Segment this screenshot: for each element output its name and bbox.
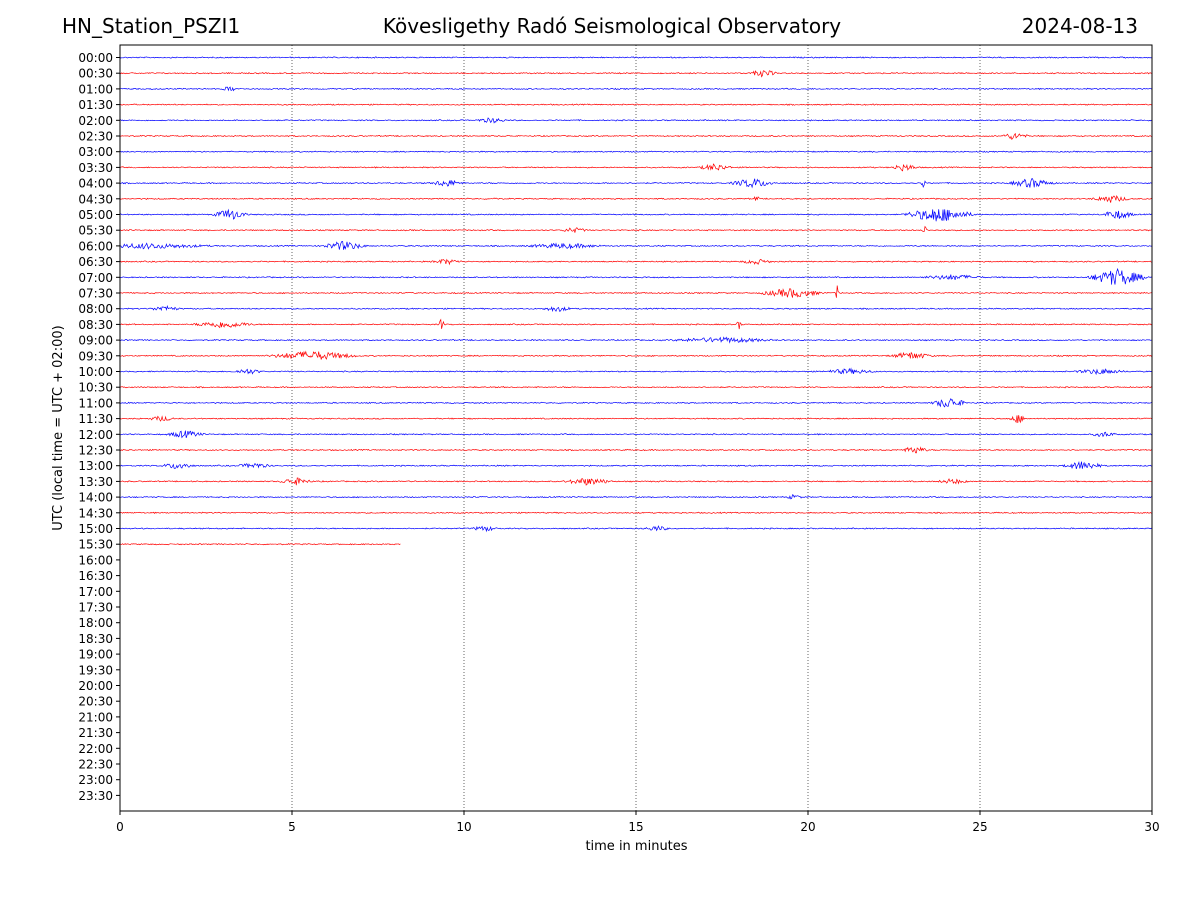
trace-0900	[119, 336, 1153, 344]
y-tick-label: 07:30	[78, 287, 113, 301]
trace-0400	[119, 178, 1153, 189]
x-axis-label: time in minutes	[585, 839, 687, 854]
y-tick-label: 00:00	[78, 51, 113, 65]
trace-1000	[119, 367, 1153, 376]
trace-0600	[119, 240, 1153, 250]
y-tick-label: 03:30	[78, 161, 113, 175]
trace-0930	[119, 350, 1153, 360]
x-tick-label: 25	[972, 820, 987, 834]
plot-frame	[119, 44, 1153, 812]
y-tick-label: 15:00	[78, 522, 113, 536]
trace-1430	[119, 511, 1153, 515]
trace-0830	[119, 318, 1153, 330]
x-tick-label: 20	[800, 820, 815, 834]
y-tick-label: 16:00	[78, 553, 113, 567]
y-tick-label: 08:00	[78, 302, 113, 316]
y-tick-label: 23:00	[78, 773, 113, 787]
trace-1300	[119, 461, 1153, 470]
chart-title: Kövesligethy Radó Seismological Observat…	[382, 14, 842, 38]
y-tick-label: 04:00	[78, 177, 113, 191]
y-tick-label: 06:30	[78, 255, 113, 269]
y-tick-label: 23:30	[78, 789, 113, 803]
y-tick-label: 02:00	[78, 114, 113, 128]
y-tick-label: 22:30	[78, 758, 113, 772]
trace-1330	[119, 477, 1153, 486]
x-tick-label: 0	[116, 820, 124, 834]
trace-0130	[119, 103, 1153, 106]
y-tick-label: 11:30	[78, 412, 113, 426]
y-tick-label: 13:00	[78, 459, 113, 473]
y-tick-label: 09:30	[78, 349, 113, 363]
y-tick-label: 21:00	[78, 710, 113, 724]
x-tick-label: 30	[1144, 820, 1159, 834]
trace-1200	[119, 430, 1153, 439]
y-tick-label: 07:00	[78, 271, 113, 285]
trace-0330	[119, 163, 1153, 172]
y-tick-label: 14:00	[78, 491, 113, 505]
y-tick-label: 19:00	[78, 648, 113, 662]
y-tick-label: 20:00	[78, 679, 113, 693]
y-tick-label: 10:30	[78, 381, 113, 395]
y-tick-label: 19:30	[78, 663, 113, 677]
y-tick-label: 05:00	[78, 208, 113, 222]
y-tick-label: 12:30	[78, 444, 113, 458]
trace-0000	[119, 56, 1153, 59]
station-name: HN_Station_PSZI1	[62, 14, 241, 38]
y-tick-label: 20:30	[78, 695, 113, 709]
y-tick-label: 16:30	[78, 569, 113, 583]
y-axis-label: UTC (local time = UTC + 02:00)	[51, 325, 66, 530]
y-tick-label: 01:30	[78, 98, 113, 112]
trace-1400	[119, 494, 1153, 500]
y-tick-label: 12:00	[78, 428, 113, 442]
y-tick-label: 17:00	[78, 585, 113, 599]
x-axis-ticks: 0 5 10 15 20 25 30	[116, 811, 1160, 834]
y-tick-label: 02:30	[78, 130, 113, 144]
y-tick-label: 05:30	[78, 224, 113, 238]
trace-1100	[119, 398, 1153, 408]
trace-0100	[119, 86, 1153, 92]
y-tick-label: 14:30	[78, 506, 113, 520]
trace-0200	[119, 117, 1153, 124]
trace-1130	[119, 415, 1153, 424]
trace-0700	[119, 267, 1153, 285]
y-tick-label: 18:00	[78, 616, 113, 630]
x-tick-label: 10	[456, 820, 471, 834]
y-tick-label: 18:30	[78, 632, 113, 646]
trace-0800	[119, 304, 1153, 313]
y-tick-label: 00:30	[78, 67, 113, 81]
x-tick-label: 15	[628, 820, 643, 834]
y-tick-label: 15:30	[78, 538, 113, 552]
y-tick-label: 10:00	[78, 365, 113, 379]
trace-1230	[119, 446, 1153, 454]
trace-0630	[119, 258, 1153, 266]
y-tick-label: 06:00	[78, 239, 113, 253]
trace-0300	[119, 150, 1153, 153]
y-tick-label: 13:30	[78, 475, 113, 489]
x-tick-label: 5	[288, 820, 296, 834]
trace-0230	[119, 132, 1153, 140]
y-tick-label: 03:00	[78, 145, 113, 159]
y-tick-label: 22:00	[78, 742, 113, 756]
y-tick-label: 17:30	[78, 601, 113, 615]
trace-1030	[119, 385, 1153, 389]
y-tick-label: 09:00	[78, 334, 113, 348]
y-tick-label: 08:30	[78, 318, 113, 332]
chart-date: 2024-08-13	[1021, 14, 1138, 38]
trace-1530	[119, 543, 401, 546]
trace-0500	[119, 208, 1153, 222]
seismic-traces	[119, 56, 1153, 546]
trace-0730	[119, 285, 1153, 298]
y-tick-label: 04:30	[78, 192, 113, 206]
trace-0030	[119, 70, 1153, 78]
trace-0530	[119, 225, 1153, 233]
y-tick-label: 21:30	[78, 726, 113, 740]
vertical-gridlines	[291, 45, 981, 811]
trace-0430	[119, 195, 1153, 203]
trace-1500	[119, 525, 1153, 533]
y-tick-label: 11:00	[78, 396, 113, 410]
y-tick-label: 01:00	[78, 82, 113, 96]
